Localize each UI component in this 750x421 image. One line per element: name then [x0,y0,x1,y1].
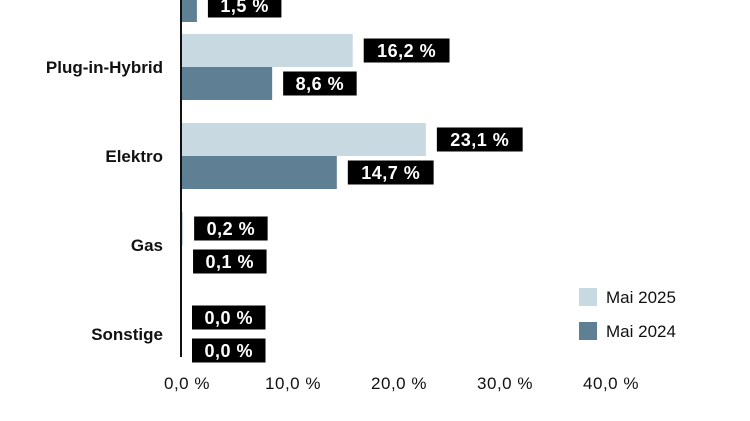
legend-label: Mai 2025 [606,288,676,307]
x-tick-label: 40,0 % [583,374,639,393]
value-label: 23,1 % [450,130,509,150]
value-label-box [193,249,267,274]
x-axis: 0,0 % 10,0 % 20,0 % 30,0 % 40,0 % [164,374,639,393]
legend-swatch [579,288,597,306]
plot-area: 1,5 % Plug-in-Hybrid 16,2 % 8,6 % Elektro 23,… [46,0,523,363]
bar [181,156,337,189]
x-tick-label: 30,0 % [477,374,533,393]
value-label: 0,1 % [206,252,255,272]
value-label-box [283,71,357,96]
legend-label: Mai 2024 [606,322,676,341]
legend-swatch [579,322,597,340]
value-label: 14,7 % [361,163,420,183]
value-label-box [192,305,266,330]
value-label: 1,5 % [220,0,269,16]
value-label-box [194,216,268,241]
legend: Mai 2025 Mai 2024 [579,288,676,341]
bar [181,67,273,100]
bar [181,0,197,22]
value-label: 16,2 % [377,41,436,61]
value-label: 0,2 % [207,219,256,239]
category-label: Gas [131,236,163,255]
x-tick-label: 10,0 % [265,374,321,393]
bar [181,212,184,245]
bar [181,34,353,67]
category-label: Sonstige [91,325,163,344]
value-label-box [207,0,282,18]
value-label: 8,6 % [296,74,345,94]
value-label-box [347,160,434,185]
value-label-box [192,338,266,363]
x-tick-label: 20,0 % [371,374,427,393]
value-label-box [436,127,523,152]
category-label: Elektro [105,147,163,166]
category-label: Plug-in-Hybrid [46,58,163,77]
bar [181,123,426,156]
x-tick-label: 0,0 % [164,374,210,393]
value-label-box [363,38,450,63]
value-label: 0,0 % [204,341,253,361]
value-label: 0,0 % [204,308,253,328]
